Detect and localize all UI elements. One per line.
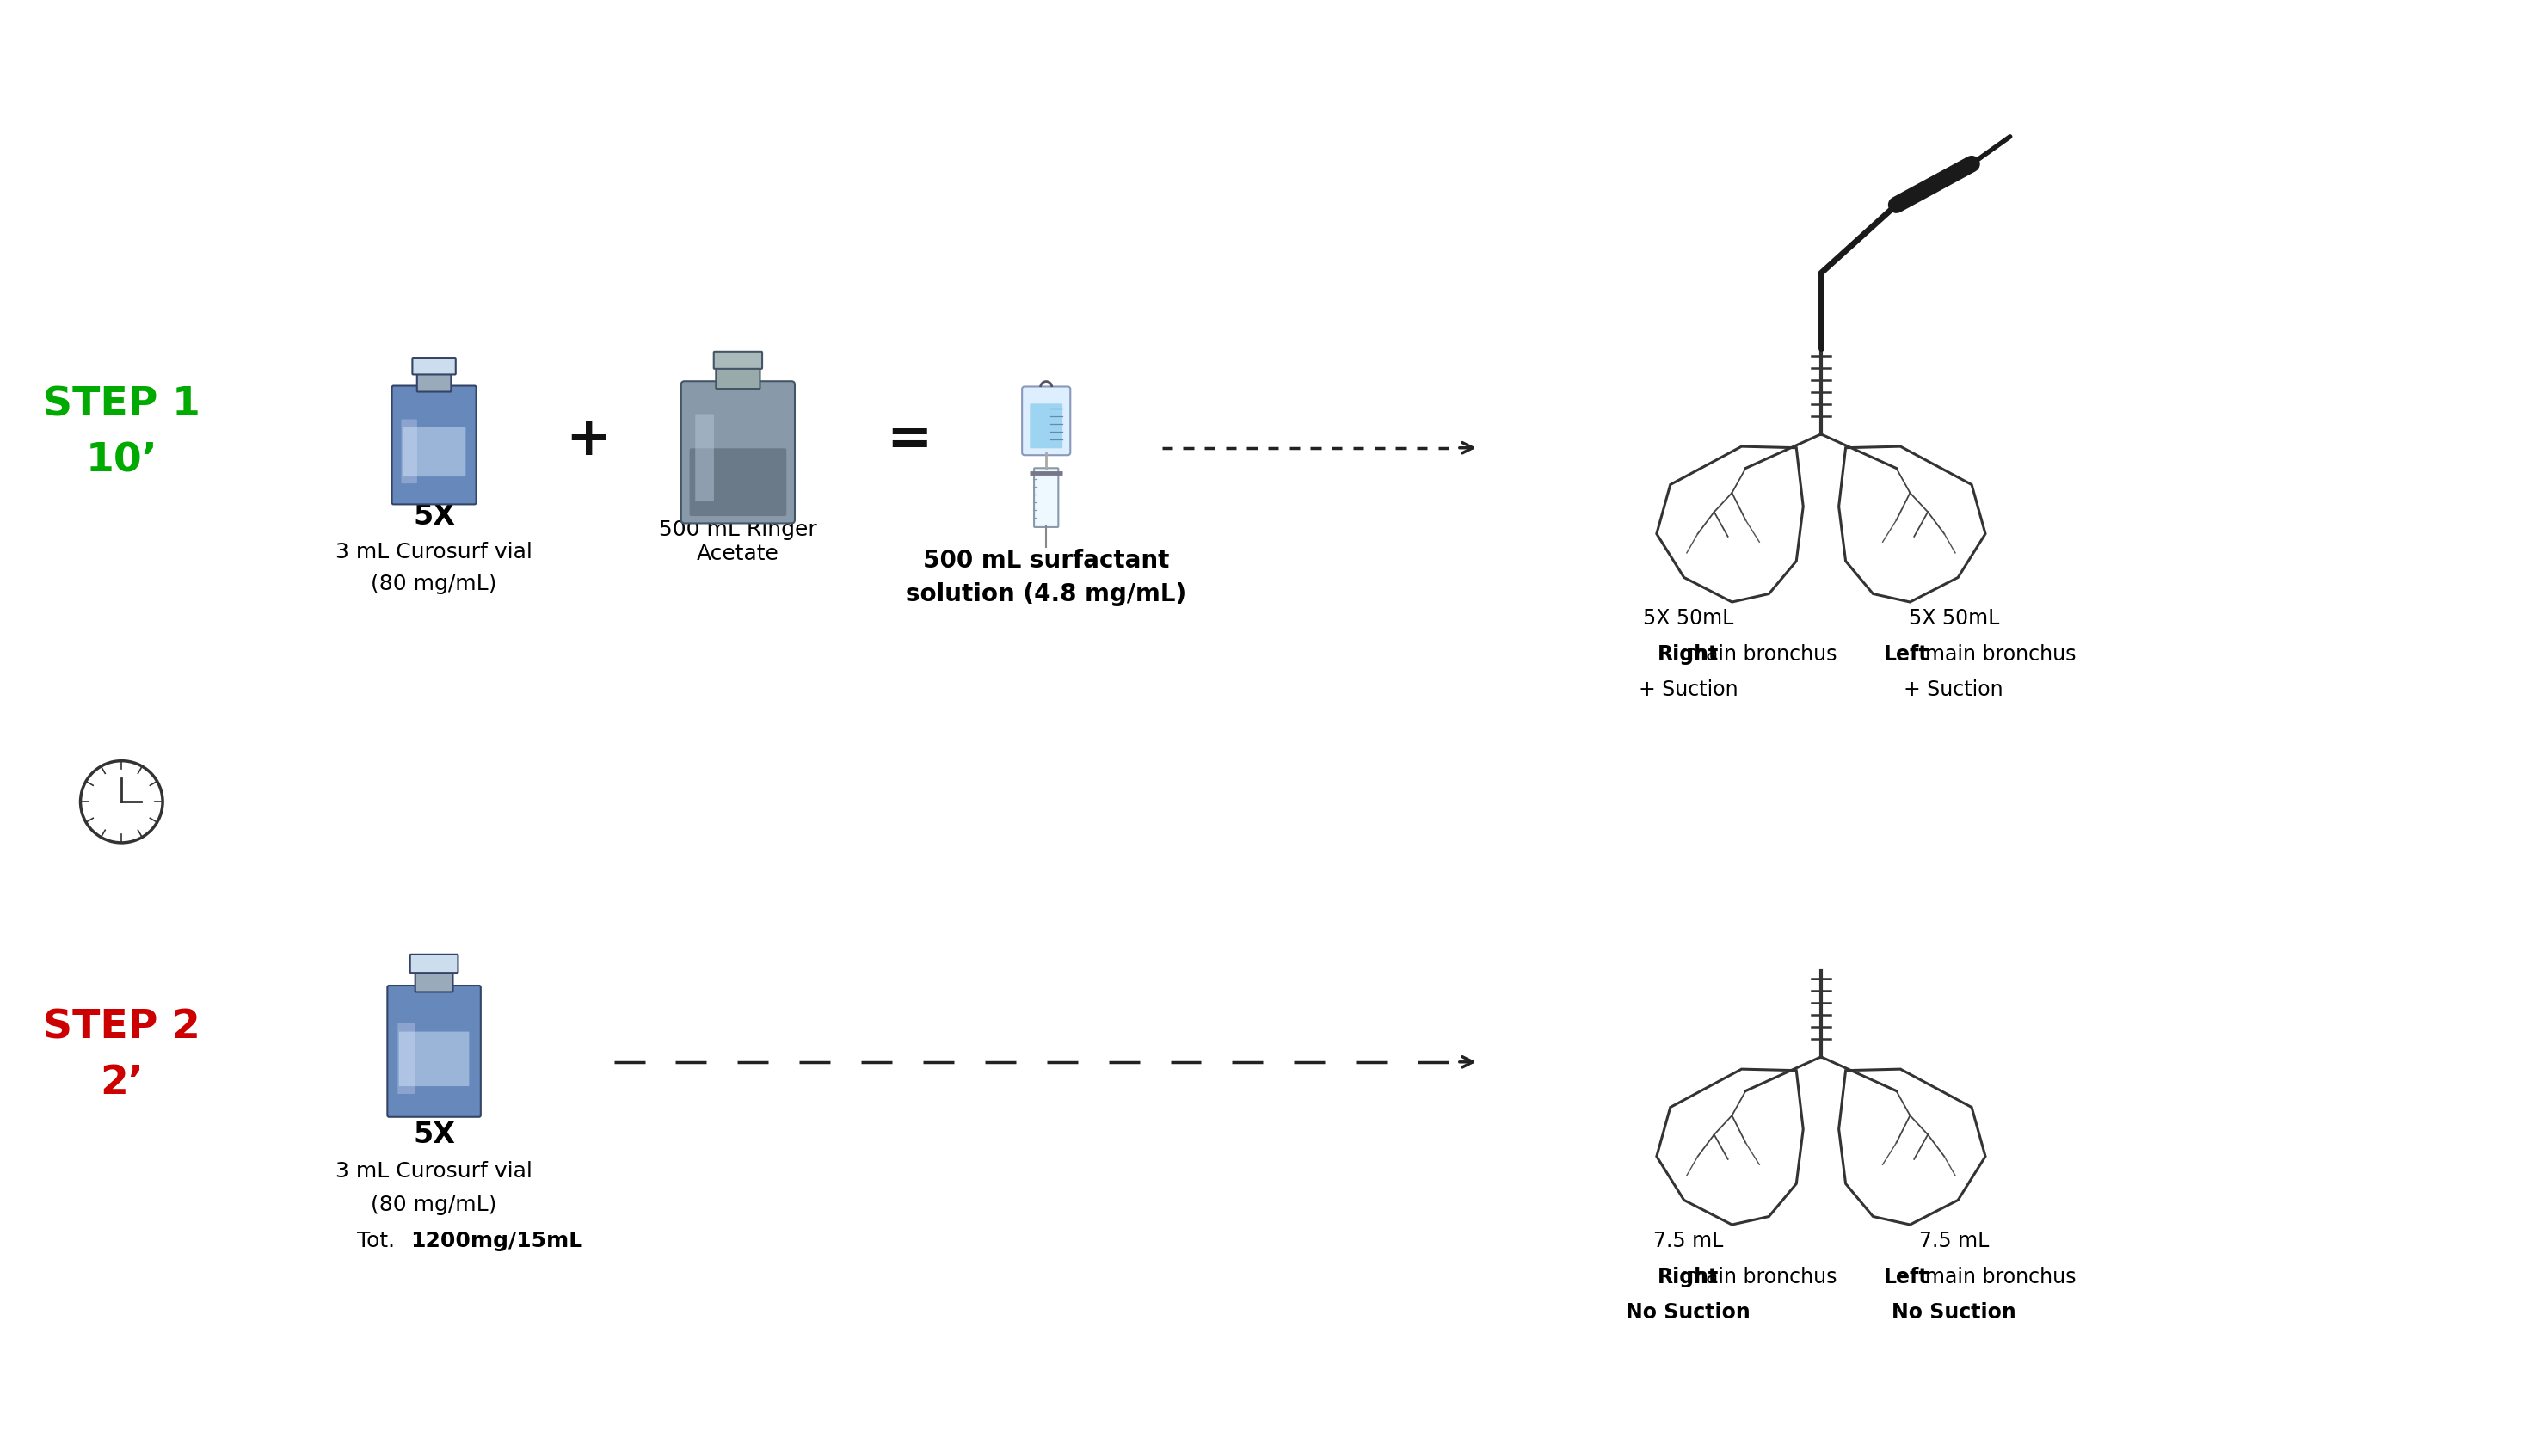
Text: + Suction: + Suction [1639,680,1737,700]
Text: No Suction: No Suction [1892,1302,2016,1324]
Text: +: + [564,412,612,466]
FancyBboxPatch shape [410,955,458,973]
Text: 7.5 mL: 7.5 mL [1654,1230,1722,1251]
Polygon shape [1656,1069,1803,1224]
Text: 3 mL Curosurf vial: 3 mL Curosurf vial [336,542,534,562]
FancyBboxPatch shape [713,351,761,368]
FancyBboxPatch shape [1034,469,1057,527]
Text: (80 mg/mL): (80 mg/mL) [372,1195,498,1216]
Text: 10’: 10’ [86,441,157,480]
Text: 500 mL Ringer
Acetate: 500 mL Ringer Acetate [660,520,817,563]
Text: 1200mg/15mL: 1200mg/15mL [410,1230,582,1251]
FancyBboxPatch shape [402,427,465,476]
FancyBboxPatch shape [1029,403,1062,448]
Polygon shape [1839,1069,1985,1224]
Text: STEP 1: STEP 1 [43,386,200,425]
FancyBboxPatch shape [397,1022,415,1093]
Text: Tot.: Tot. [357,1230,402,1251]
FancyBboxPatch shape [392,386,475,504]
FancyBboxPatch shape [716,365,761,389]
FancyBboxPatch shape [402,419,417,483]
Text: 5X 50mL: 5X 50mL [1644,609,1732,629]
Polygon shape [1839,447,1985,601]
Text: 7.5 mL: 7.5 mL [1920,1230,1988,1251]
Text: STEP 2: STEP 2 [43,1009,200,1047]
Text: 2’: 2’ [99,1064,144,1102]
FancyBboxPatch shape [415,967,453,992]
Text: (80 mg/mL): (80 mg/mL) [372,574,498,594]
Text: 3 mL Curosurf vial: 3 mL Curosurf vial [336,1160,534,1181]
FancyBboxPatch shape [400,1032,470,1086]
Text: main bronchus: main bronchus [1687,1267,1836,1287]
Text: 5X: 5X [412,502,455,530]
Text: main bronchus: main bronchus [1925,1267,2076,1287]
FancyBboxPatch shape [412,358,455,374]
Text: + Suction: + Suction [1904,680,2003,700]
FancyBboxPatch shape [690,448,787,515]
FancyBboxPatch shape [695,414,713,501]
Text: No Suction: No Suction [1626,1302,1750,1324]
Text: solution (4.8 mg/mL): solution (4.8 mg/mL) [905,582,1186,607]
Text: 5X: 5X [412,1120,455,1149]
FancyBboxPatch shape [417,370,450,392]
FancyBboxPatch shape [387,986,481,1117]
Circle shape [81,761,162,843]
Text: Right: Right [1656,644,1720,664]
FancyBboxPatch shape [680,381,794,523]
Text: 500 mL surfactant: 500 mL surfactant [923,549,1168,572]
Text: Left: Left [1884,1267,1930,1287]
FancyBboxPatch shape [1022,386,1070,456]
Text: 5X 50mL: 5X 50mL [1909,609,1998,629]
Text: main bronchus: main bronchus [1925,644,2076,664]
Polygon shape [1656,447,1803,601]
Text: =: = [885,412,933,466]
Text: main bronchus: main bronchus [1687,644,1836,664]
Text: Right: Right [1656,1267,1720,1287]
Text: Left: Left [1884,644,1930,664]
